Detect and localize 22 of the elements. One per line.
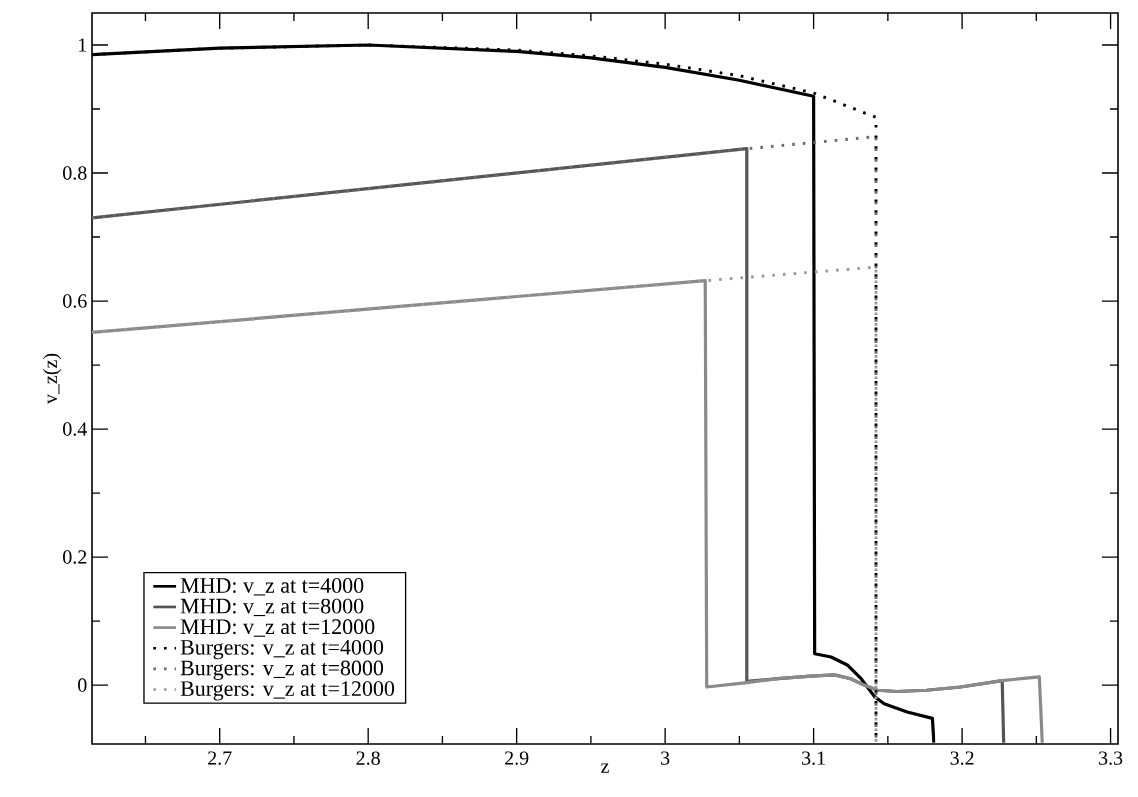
legend-label: Burgers: v_z at t=8000 bbox=[180, 660, 384, 680]
line-series bbox=[92, 265, 878, 744]
y-tick-label: 0.8 bbox=[63, 166, 87, 180]
legend-label: MHD: v_z at t=12000 bbox=[180, 619, 375, 637]
legend-label: Burgers: v_z at t=4000 bbox=[180, 639, 384, 660]
x-axis-title: z bbox=[601, 763, 609, 773]
legend-label: Burgers: v_z at t=12000 bbox=[180, 681, 395, 701]
x-tick-label: 2.8 bbox=[356, 751, 380, 765]
y-tick-label: 0.2 bbox=[63, 550, 87, 564]
x-tick-label: 3 bbox=[661, 751, 670, 765]
x-tick-label: 2.7 bbox=[208, 751, 232, 765]
legend-label: MHD: v_z at t=4000 bbox=[180, 578, 364, 596]
y-tick-label: 0.6 bbox=[63, 294, 87, 308]
x-tick-label: 3.2 bbox=[950, 751, 974, 765]
y-axis-title: v_z(z) bbox=[43, 353, 62, 405]
y-tick-label: 1 bbox=[79, 38, 87, 52]
legend-label: MHD: v_z at t=8000 bbox=[180, 598, 364, 617]
x-tick-label: 3.3 bbox=[1099, 751, 1123, 765]
x-tick-label: 3.1 bbox=[802, 751, 825, 765]
x-tick-label: 2.9 bbox=[505, 751, 529, 765]
y-tick-label: 0 bbox=[78, 678, 87, 692]
y-tick-label: 0.4 bbox=[63, 422, 87, 436]
